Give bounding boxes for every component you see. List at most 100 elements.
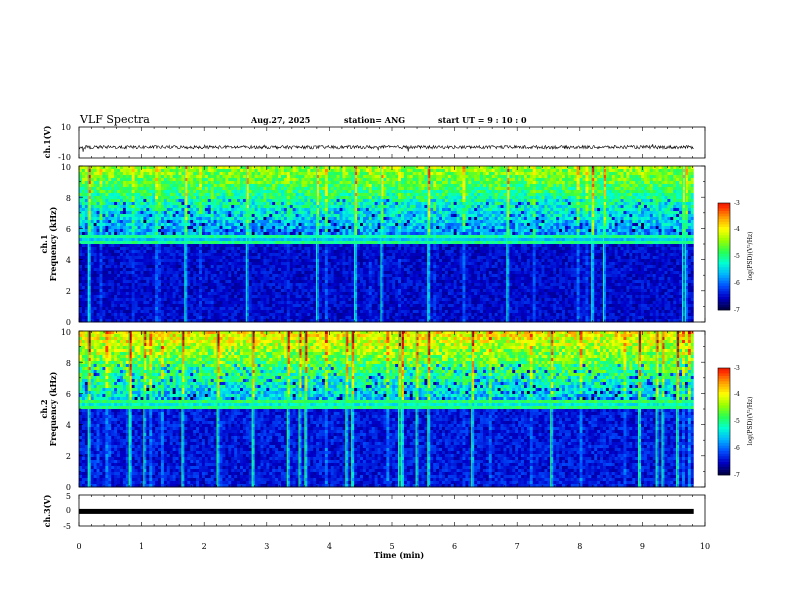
spectrogram-cell (263, 208, 267, 212)
spectrogram-cell (427, 214, 431, 218)
spectrogram-cell (670, 187, 674, 191)
spectrogram-cell (459, 235, 463, 239)
spectrogram-cell (190, 220, 194, 224)
spectrogram-cell (535, 196, 539, 200)
spectrogram-cell (292, 193, 297, 197)
spectrogram-cell (219, 190, 223, 194)
spectrogram-cell (401, 199, 405, 203)
spectrogram-cell (266, 193, 270, 197)
spectrogram-cell (447, 181, 452, 185)
spectrogram-cell (348, 202, 352, 206)
spectrogram-cell (360, 211, 364, 215)
spectrogram-cell (307, 187, 311, 191)
spectrogram-cell (254, 232, 258, 236)
spectrogram-cell (251, 187, 256, 191)
spectrogram-cell (242, 199, 247, 203)
spectrogram-cell (526, 211, 531, 215)
spectrogram-cell (687, 214, 692, 218)
spectrogram-cell (307, 214, 311, 218)
spectrogram-cell (231, 184, 235, 188)
spectrogram-cell (424, 193, 428, 197)
spectrogram-cell (556, 199, 560, 203)
spectrogram-cell (395, 178, 399, 182)
spectrogram-cell (108, 181, 112, 185)
spectrogram-cell (368, 199, 373, 203)
spectrogram-cell (289, 208, 294, 212)
spectrogram-cell (588, 229, 592, 233)
spectrogram-cell (670, 223, 674, 227)
spectrogram-cell (667, 232, 671, 236)
spectrogram-cell (242, 235, 247, 239)
spectrogram-cell (365, 184, 370, 188)
spectrogram-cell (515, 232, 519, 236)
spectrogram-cell (600, 196, 604, 200)
spectrogram-cell (169, 202, 174, 206)
spectrogram-cell (166, 187, 171, 191)
spectrogram-cell (523, 178, 528, 182)
spectrogram-cell (160, 166, 165, 170)
spectrogram-cell (368, 226, 373, 230)
spectrogram-cell (278, 178, 282, 182)
spectrogram-cell (617, 229, 621, 233)
spectrogram-cell (614, 208, 619, 212)
spectrogram-cell (526, 175, 531, 179)
spectrogram-cell (225, 193, 229, 197)
spectrogram-cell (526, 193, 531, 197)
spectrogram-cell (406, 220, 411, 224)
spectrogram-cell (172, 196, 176, 200)
spectrogram-cell (84, 175, 89, 179)
spectrogram-cell (643, 178, 648, 182)
spectrogram-cell (468, 205, 472, 209)
spectrogram-cell (365, 208, 370, 212)
spectrogram-cell (676, 217, 680, 221)
spectrogram-cell (199, 181, 203, 185)
spectrogram-cell (219, 196, 223, 200)
spectrogram-cell (567, 166, 572, 170)
spectrogram-cell (354, 196, 358, 200)
spectrogram-cell (216, 166, 220, 170)
spectrogram-cell (79, 169, 83, 173)
spectrogram-cell (450, 190, 455, 194)
spectrogram-cell (155, 196, 159, 200)
spectrogram-cell (96, 175, 100, 179)
spectrogram-cell (158, 175, 162, 179)
spectrogram-cell (439, 181, 443, 185)
spectrogram-cell (617, 223, 621, 227)
spectrogram-cell (482, 232, 487, 236)
spectrogram-cell (108, 211, 112, 215)
spectrogram-cell (392, 175, 396, 179)
spectrogram-cell (199, 175, 203, 179)
spectrogram-cell (687, 193, 692, 197)
spectrogram-cell (81, 220, 86, 224)
spectrogram-cell (234, 169, 238, 173)
spectrogram-cell (213, 217, 217, 221)
spectrogram-cell (641, 217, 645, 221)
spectrogram-cell (324, 169, 329, 173)
spectrogram-cell (374, 196, 378, 200)
spectrogram-cell (330, 175, 335, 179)
spectrogram-cell (509, 232, 513, 236)
spectrogram-cell (570, 172, 575, 176)
spectrogram-cell (641, 172, 645, 176)
spectrogram-cell (518, 178, 522, 182)
spectrogram-cell (93, 166, 97, 170)
spectrogram-cell (319, 181, 323, 185)
spectrogram-cell (377, 208, 381, 212)
spectrogram-cell (280, 196, 285, 200)
spectrogram-cell (228, 181, 232, 185)
spectrogram-cell (395, 217, 399, 221)
spectrogram-cell (316, 193, 320, 197)
spectrogram-cell (594, 208, 598, 212)
spectrogram-cell (155, 214, 159, 218)
spectrogram-cell (468, 169, 472, 173)
spectrogram-cell (427, 184, 431, 188)
spectrogram-cell (93, 208, 97, 212)
spectrogram-cell (321, 187, 326, 191)
spectrogram-cell (119, 223, 124, 227)
spectrogram-cell (242, 193, 247, 197)
spectrogram-cell (562, 199, 566, 203)
spectrogram-cell (333, 217, 337, 221)
spectrogram-cell (181, 226, 185, 230)
spectrogram-cell (641, 232, 645, 236)
spectrogram-cell (234, 235, 238, 239)
